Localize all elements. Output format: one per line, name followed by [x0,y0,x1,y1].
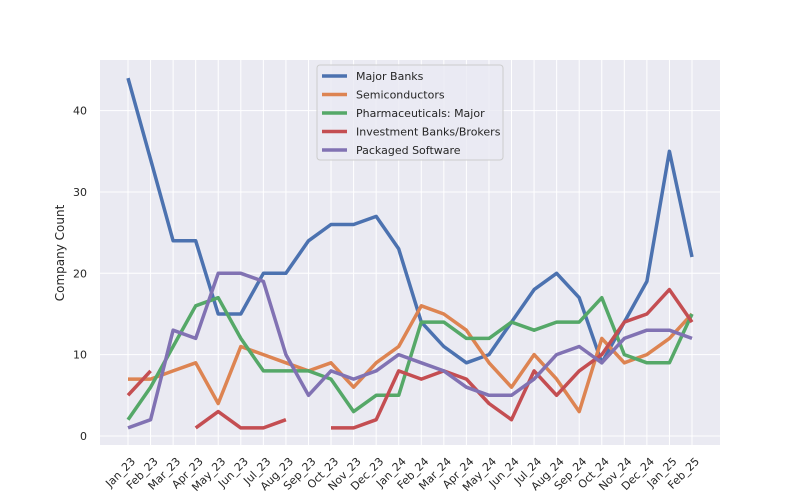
series-line [126,287,694,430]
legend-item: Investment Banks/Brokers [322,126,501,139]
y-tick-label: 40 [73,105,87,118]
y-tick-label: 20 [73,267,87,280]
legend-box [316,64,504,161]
series-path [126,287,694,430]
legend-label: Pharmaceuticals: Major [356,107,485,120]
series-lines [126,77,694,430]
legend-label: Major Banks [356,70,424,83]
y-tick-label: 0 [80,430,87,443]
y-tick-label: 30 [73,186,87,199]
legend-item: Major Banks [322,70,424,83]
legend-item: Pharmaceuticals: Major [322,107,485,120]
legend-label: Investment Banks/Brokers [356,126,501,139]
legend-items: Major Banks Semiconductors Pharmaceuticals… [322,70,501,157]
y-axis-label: Company Count [53,204,67,301]
y-tick-label: 10 [73,349,87,362]
series-path [128,304,694,414]
y-axis-ticks: 0 10 20 30 40 [73,105,87,443]
x-axis-ticks: Jan_23Feb_23Mar_23Apr_23May_23Jun_23Jul_… [102,455,702,494]
series-line [128,304,694,414]
legend-label: Semiconductors [356,89,445,102]
series-line [127,271,693,430]
series-path [127,271,693,430]
legend-item: Semiconductors [322,89,445,102]
legend-label: Packaged Software [356,144,461,157]
legend-item: Packaged Software [322,144,461,157]
legend: Major Banks Semiconductors Pharmaceuticals… [316,64,504,161]
